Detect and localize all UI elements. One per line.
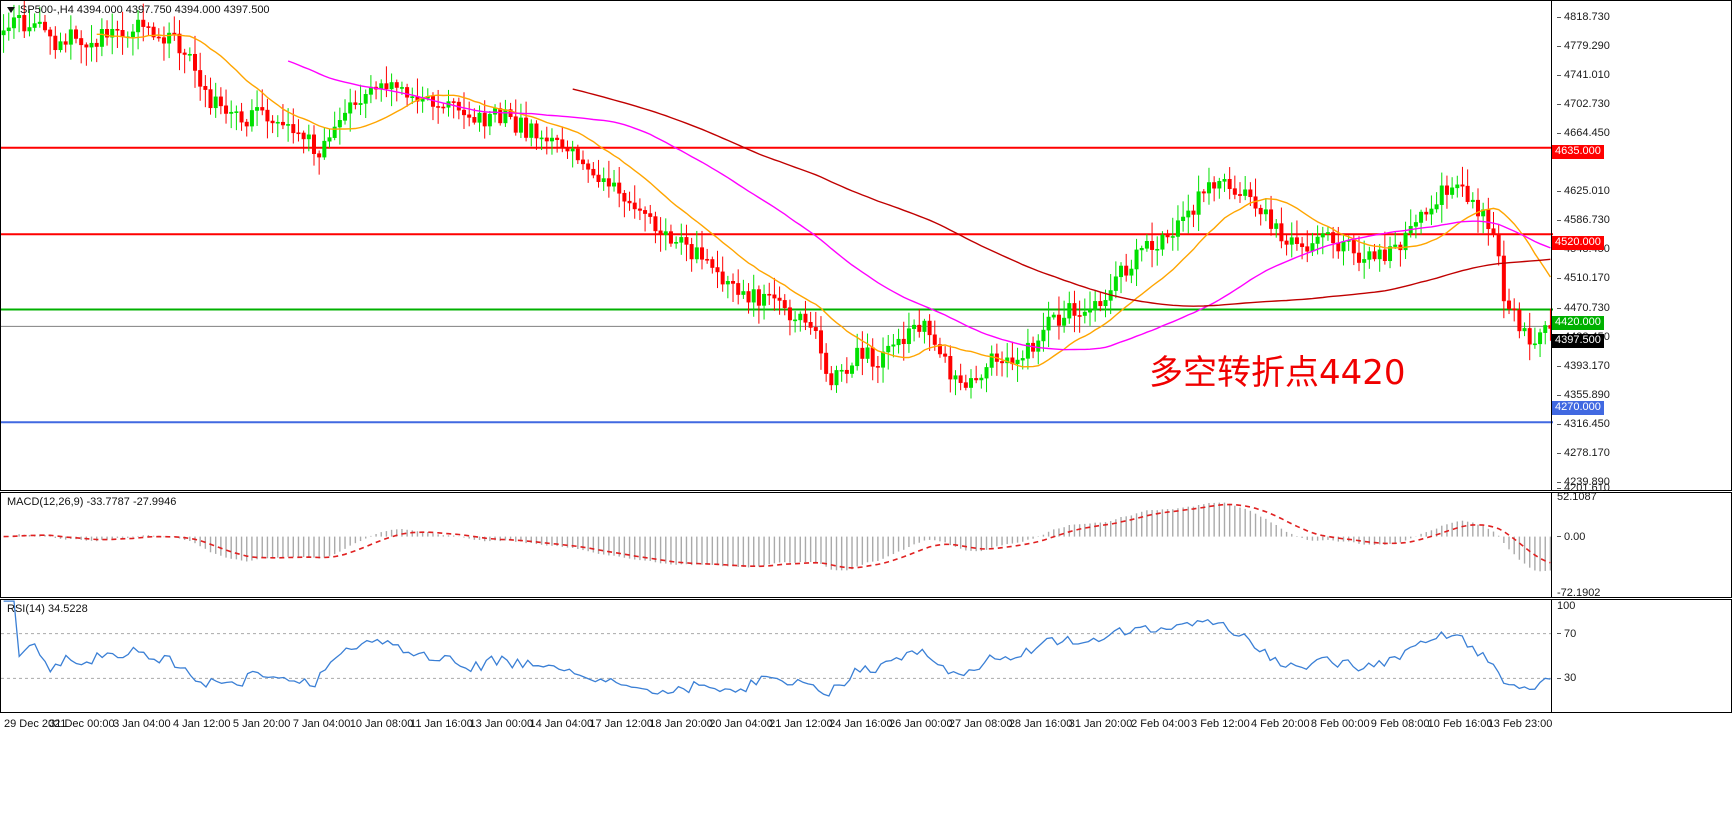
macd-axis: 52.1087 0.00 -72.1902 — [1551, 492, 1731, 599]
rsi-axis: 100 70 30 — [1551, 600, 1731, 712]
price-axis-tick: 4510.170 — [1557, 273, 1610, 284]
price-plot-area[interactable] — [1, 1, 1731, 490]
price-axis-tick-label: 4818.730 — [1564, 11, 1610, 23]
time-axis-label: 24 Jan 16:00 — [829, 718, 893, 730]
rsi-panel[interactable]: RSI(14) 34.5228 100 70 30 — [0, 599, 1732, 713]
price-tag-last-price[interactable]: 4397.500 — [1552, 334, 1604, 348]
time-axis-label: 11 Jan 16:00 — [410, 718, 473, 730]
price-chart-panel[interactable]: SP500-,H4 4394.000 4397.750 4394.000 439… — [0, 0, 1732, 494]
rsi-series-svg — [1, 600, 1553, 697]
time-axis-label: 18 Jan 20:00 — [649, 718, 713, 730]
time-axis-label: 3 Jan 04:00 — [113, 718, 171, 730]
price-axis-tick: 4278.170 — [1557, 448, 1610, 459]
time-axis-label: 14 Jan 04:00 — [529, 718, 594, 730]
rsi-axis-tick-label: 100 — [1557, 600, 1576, 612]
time-axis-label: 7 Jan 04:00 — [292, 718, 351, 730]
price-axis-tick-label: 4510.170 — [1564, 272, 1610, 284]
time-axis-label: 27 Jan 08:00 — [948, 718, 1013, 730]
macd-axis-tick-label: 52.1087 — [1557, 491, 1597, 503]
time-axis-label: 10 Feb 16:00 — [1427, 718, 1493, 730]
symbol-header-text: SP500-,H4 4394.000 4397.750 4394.000 439… — [20, 4, 270, 16]
time-axis-label: 4 Feb 20:00 — [1250, 718, 1310, 730]
macd-axis-tick: 52.1087 — [1557, 492, 1597, 503]
time-axis-label: 20 Jan 04:00 — [709, 718, 773, 730]
price-tag-resistance[interactable]: 4520.000 — [1552, 236, 1604, 250]
rsi-axis-tick-label: 70 — [1564, 627, 1577, 640]
rsi-axis-tick: 30 — [1557, 673, 1576, 684]
price-axis-tick: 4818.730 — [1557, 12, 1610, 23]
time-axis-label: 2 Feb 04:00 — [1131, 718, 1190, 730]
macd-axis-tick-label: 0.00 — [1564, 530, 1586, 543]
price-axis-tick-label: 4201.610 — [1564, 482, 1610, 494]
price-axis-tick: 4239.890 — [1557, 477, 1610, 488]
time-axis-label: 17 Jan 12:00 — [589, 718, 653, 730]
price-axis-tick-label: 4625.010 — [1564, 185, 1610, 197]
time-axis-label: 31 Jan 20:00 — [1068, 718, 1133, 730]
time-axis-label: 5 Jan 20:00 — [232, 718, 291, 730]
price-axis-tick-label: 4278.170 — [1564, 447, 1610, 459]
price-axis-tick: 4664.450 — [1557, 128, 1610, 139]
macd-axis-tick: -72.1902 — [1557, 588, 1600, 599]
price-axis-tick: 4586.730 — [1557, 215, 1610, 226]
time-axis-label: 29 Dec 2021 — [4, 718, 67, 730]
price-axis-tick-label: 4702.730 — [1564, 98, 1610, 110]
price-axis-tick: 4741.010 — [1557, 70, 1610, 81]
macd-plot-area[interactable] — [1, 493, 1731, 597]
macd-panel[interactable]: MACD(12,26,9) -33.7787 -27.9946 52.1087 0… — [0, 492, 1732, 599]
rsi-axis-tick: 70 — [1557, 627, 1577, 640]
time-axis-label: 3 Feb 12:00 — [1191, 718, 1250, 730]
price-axis-tick-label: 4470.730 — [1564, 302, 1610, 314]
price-axis-tick: 4779.290 — [1557, 41, 1610, 52]
macd-label: MACD(12,26,9) -33.7787 -27.9946 — [7, 496, 177, 508]
rsi-axis-tick: 100 — [1557, 601, 1575, 612]
collapse-caret-icon[interactable] — [7, 7, 15, 14]
price-axis-tick: 4625.010 — [1557, 186, 1610, 197]
axis-divider — [1551, 600, 1552, 712]
time-axis-label: 13 Feb 23:00 — [1487, 718, 1553, 730]
time-axis-label: 13 Jan 00:00 — [469, 718, 534, 730]
time-axis-label: 9 Feb 08:00 — [1370, 718, 1430, 730]
symbol-header: SP500-,H4 4394.000 4397.750 4394.000 439… — [7, 4, 270, 16]
price-tag-support[interactable]: 4270.000 — [1552, 401, 1604, 415]
time-axis-label: 4 Jan 12:00 — [173, 718, 231, 730]
price-axis-tick: 4316.450 — [1557, 419, 1610, 430]
time-axis-label: 21 Jan 12:00 — [769, 718, 833, 730]
time-axis-label: 10 Jan 08:00 — [349, 718, 414, 730]
price-axis-tick: 4201.610 — [1557, 483, 1610, 494]
macd-series-svg — [3, 502, 1552, 572]
axis-divider — [1551, 493, 1552, 597]
rsi-label: RSI(14) 34.5228 — [7, 603, 88, 615]
price-axis-tick-label: 4586.730 — [1564, 214, 1610, 226]
price-axis-tick: 4702.730 — [1557, 99, 1610, 110]
price-axis-tick-label: 4393.170 — [1564, 360, 1610, 372]
price-tag-resistance[interactable]: 4635.000 — [1552, 145, 1604, 159]
price-axis-tick-label: 4316.450 — [1564, 418, 1610, 430]
time-axis-label: 26 Jan 00:00 — [888, 718, 953, 730]
price-axis-tick: 4355.890 — [1557, 390, 1610, 401]
price-tag-pivot[interactable]: 4420.000 — [1552, 316, 1604, 330]
rsi-plot-area[interactable] — [1, 600, 1731, 712]
time-axis-label: 8 Feb 00:00 — [1310, 718, 1370, 730]
time-axis-label: 28 Jan 16:00 — [1008, 718, 1073, 730]
price-axis[interactable]: 4818.730 4779.290 4741.010 4702.730 4664.450… — [1551, 1, 1731, 494]
price-axis-tick-label: 4355.890 — [1564, 389, 1610, 401]
price-axis-tick: 4393.170 — [1557, 361, 1610, 372]
price-axis-tick-label: 4239.890 — [1564, 476, 1610, 488]
price-axis-tick-label: 4664.450 — [1564, 127, 1610, 139]
price-axis-tick-label: 4779.290 — [1564, 40, 1610, 52]
axis-divider — [1551, 1, 1552, 490]
time-axis: 29 Dec 2021 31 Dec 00:00 3 Jan 04:00 4 Jan … — [0, 716, 1732, 736]
rsi-axis-tick-label: 30 — [1564, 672, 1577, 685]
price-axis-tick: 4470.730 — [1557, 303, 1610, 314]
macd-axis-tick-label: -72.1902 — [1557, 587, 1601, 599]
price-series-svg — [1, 1, 1553, 424]
chart-annotation-text: 多空转折点4420 — [1149, 353, 1406, 393]
macd-axis-tick: 0.00 — [1557, 530, 1586, 543]
price-axis-tick-label: 4741.010 — [1564, 69, 1610, 81]
time-axis-label: 31 Dec 00:00 — [49, 718, 115, 730]
